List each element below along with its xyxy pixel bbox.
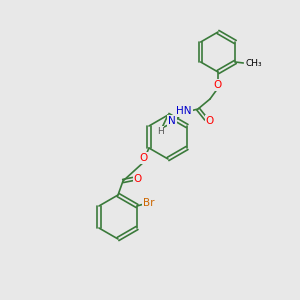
Text: O: O bbox=[140, 153, 148, 163]
Text: O: O bbox=[206, 116, 214, 126]
Text: O: O bbox=[214, 80, 222, 90]
Text: CH₃: CH₃ bbox=[245, 59, 262, 68]
Text: Br: Br bbox=[143, 198, 155, 208]
Text: N: N bbox=[168, 116, 176, 126]
Text: HN: HN bbox=[176, 106, 192, 116]
Text: O: O bbox=[134, 174, 142, 184]
Text: H: H bbox=[157, 127, 164, 136]
